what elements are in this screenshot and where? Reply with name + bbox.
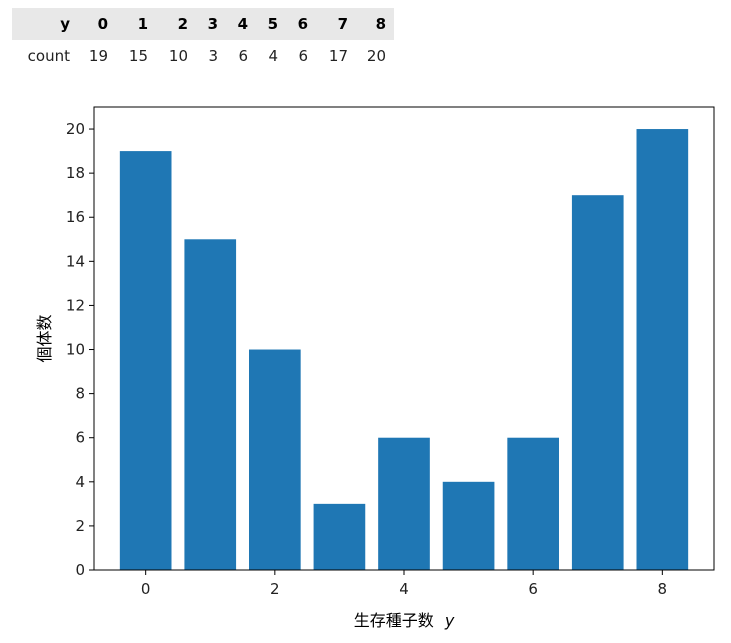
x-tick-label: 0 — [141, 580, 151, 598]
x-tick-label: 2 — [270, 580, 280, 598]
bar-6 — [507, 437, 559, 570]
table-header-row: y 0 1 2 3 4 5 6 7 8 — [12, 8, 394, 40]
x-axis-label: 生存種子数 y — [354, 611, 455, 630]
table-cell: 10 — [168, 47, 188, 65]
frequency-table: y 0 1 2 3 4 5 6 7 8 count 19 15 10 3 6 4… — [12, 8, 394, 72]
table-col-header: 1 — [137, 15, 148, 33]
y-tick-label: 16 — [66, 208, 85, 226]
table-cell: 15 — [128, 47, 148, 65]
bar-0 — [119, 151, 172, 570]
table-cell: 6 — [298, 47, 308, 65]
bar-7 — [571, 195, 624, 570]
y-tick-label: 12 — [66, 296, 85, 314]
bars-group — [119, 129, 689, 571]
bar-4 — [378, 437, 430, 570]
table-col-header: 2 — [177, 15, 188, 33]
y-ticks-group: 0 2 4 6 8 10 12 14 16 18 20 — [66, 120, 94, 579]
y-tick-label: 14 — [66, 252, 85, 270]
table-col-header: 7 — [337, 15, 348, 33]
table-col-header: 5 — [267, 15, 278, 33]
bar-1 — [184, 239, 237, 571]
table-cell: 3 — [208, 47, 218, 65]
table-col-header: 6 — [297, 15, 308, 33]
bar-3 — [313, 503, 366, 570]
x-tick-label: 6 — [528, 580, 538, 598]
y-tick-label: 0 — [75, 561, 85, 579]
bar-8 — [636, 129, 689, 571]
table-header-label: y — [60, 15, 70, 33]
table-cell: 20 — [366, 47, 386, 65]
bar-5 — [442, 481, 495, 570]
table-row: count 19 15 10 3 6 4 6 17 20 — [12, 40, 394, 72]
y-tick-label: 8 — [75, 385, 85, 403]
x-axis-label-var: y — [444, 611, 455, 630]
y-tick-label: 2 — [75, 517, 85, 535]
x-ticks-group: 0 2 4 6 8 — [141, 570, 667, 598]
table-cell: 17 — [328, 47, 348, 65]
table-col-header: 8 — [375, 15, 386, 33]
table-cell: 6 — [238, 47, 248, 65]
y-tick-label: 4 — [75, 473, 85, 491]
table-col-header: 3 — [207, 15, 218, 33]
bar-2 — [249, 349, 301, 570]
table-cell: 19 — [88, 47, 108, 65]
x-tick-label: 4 — [399, 580, 409, 598]
table-col-header: 4 — [237, 15, 248, 33]
table-col-header: 0 — [97, 15, 108, 33]
y-tick-label: 10 — [66, 341, 85, 359]
y-tick-label: 6 — [75, 429, 85, 447]
table-cell: 4 — [268, 47, 278, 65]
x-tick-label: 8 — [658, 580, 668, 598]
y-tick-label: 18 — [66, 164, 85, 182]
x-axis-label-text: 生存種子数 — [354, 611, 434, 630]
y-axis-label: 個体数 — [35, 314, 54, 362]
y-tick-label: 20 — [66, 120, 85, 138]
table-row-label: count — [27, 47, 70, 65]
